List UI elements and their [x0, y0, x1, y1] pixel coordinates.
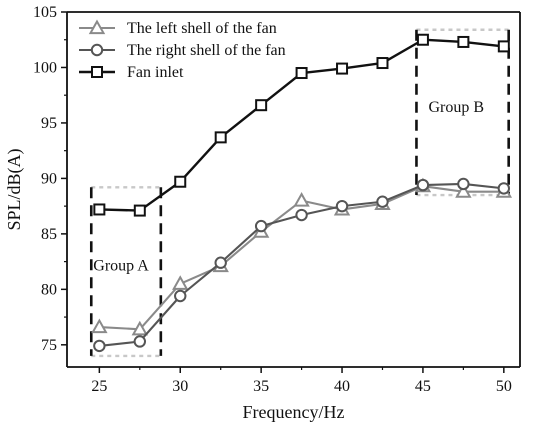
x-tick-label: 35	[253, 378, 269, 395]
data-point	[497, 40, 510, 53]
data-point	[455, 183, 472, 198]
y-tick-label: 75	[41, 337, 57, 354]
y-axis-label: SPL/dB(A)	[4, 148, 25, 230]
series-0	[91, 177, 513, 336]
y-tick-label: 80	[41, 281, 57, 298]
data-point	[293, 192, 310, 207]
data-series	[91, 33, 513, 353]
x-tick-label: 30	[172, 378, 188, 395]
data-point	[416, 178, 430, 192]
data-point	[497, 182, 511, 195]
data-point	[335, 199, 349, 213]
data-point	[457, 177, 470, 191]
legend-label: The left shell of the fan	[127, 20, 277, 37]
legend: The left shell of the fan The right shell…	[79, 19, 286, 81]
y-tick-label: 85	[41, 226, 57, 243]
legend-item: The left shell of the fan	[79, 19, 277, 37]
legend-marker	[90, 43, 104, 57]
data-point	[376, 195, 389, 208]
data-point	[416, 33, 429, 46]
y-tick-label: 90	[41, 170, 57, 187]
y-tick-label: 105	[33, 4, 57, 21]
data-point	[174, 175, 187, 188]
legend-label: Fan inlet	[127, 64, 184, 81]
series-1	[93, 177, 511, 353]
x-tick-label: 45	[415, 378, 431, 395]
data-point	[214, 131, 227, 144]
data-point	[133, 204, 146, 217]
data-point	[91, 318, 108, 334]
legend-item: Fan inlet	[79, 64, 184, 81]
data-point	[93, 203, 106, 216]
data-point	[133, 335, 147, 348]
axes: 25 30 35 40 45 50 75 80 85 90 95 100 105 Frequency/Hz…	[4, 4, 521, 422]
group-label: Group B	[428, 99, 484, 116]
data-point	[93, 339, 106, 353]
data-point	[214, 256, 227, 269]
data-point	[295, 67, 308, 80]
group-label: Group A	[93, 257, 149, 274]
y-tick-label: 95	[41, 115, 57, 132]
data-point	[376, 57, 389, 70]
data-point	[336, 62, 349, 75]
series-2	[93, 33, 510, 217]
group-annotations: Group A Group B	[89, 28, 510, 358]
legend-label: The right shell of the fan	[127, 42, 286, 59]
data-point	[172, 275, 189, 290]
data-point	[131, 320, 149, 336]
data-point	[174, 289, 187, 303]
data-point	[457, 35, 470, 48]
data-point	[295, 208, 308, 222]
data-point	[254, 219, 268, 233]
x-tick-label: 25	[91, 378, 107, 395]
legend-marker	[91, 66, 103, 78]
data-point	[255, 99, 268, 112]
x-axis-label: Frequency/Hz	[243, 402, 345, 422]
legend-item: The right shell of the fan	[79, 42, 286, 59]
y-tick-label: 100	[33, 59, 57, 76]
legend-marker	[88, 19, 106, 35]
x-tick-label: 40	[334, 378, 350, 395]
x-tick-label: 50	[496, 378, 512, 395]
